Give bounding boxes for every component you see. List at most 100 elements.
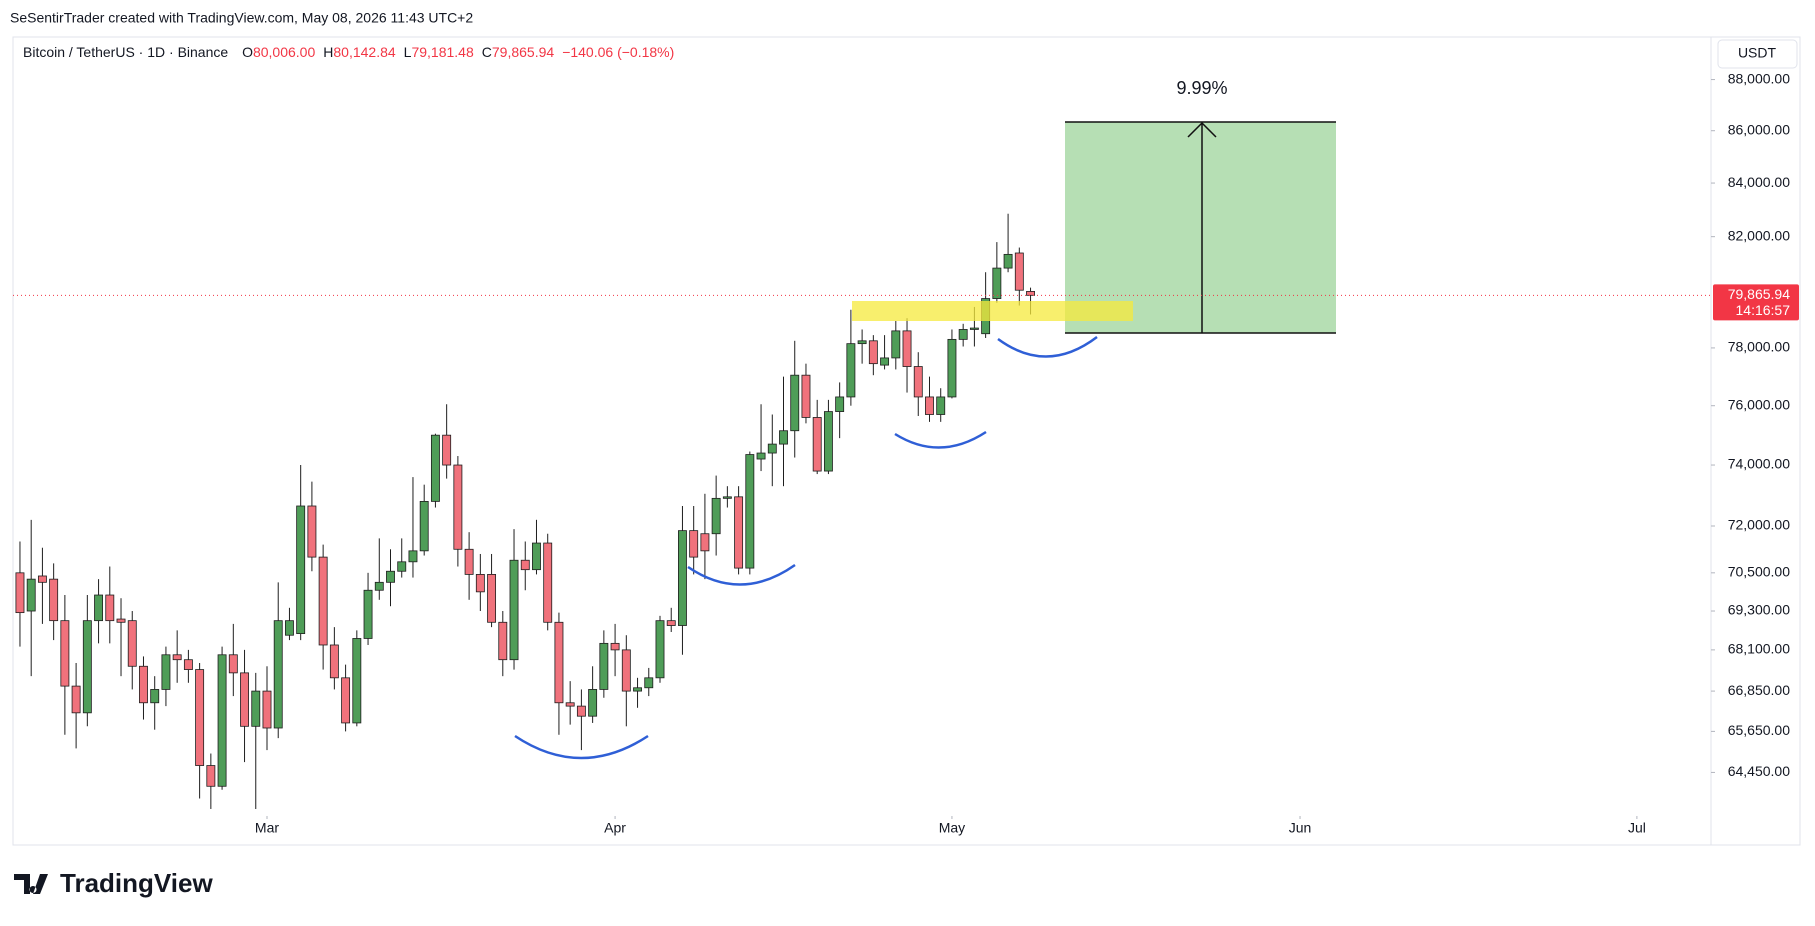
- currency-button[interactable]: [1717, 39, 1798, 69]
- arc: [894, 430, 987, 449]
- x-tick-label: Mar: [255, 820, 279, 836]
- candle-body: [228, 654, 238, 674]
- candle-body: [576, 705, 586, 717]
- candle-body: [94, 594, 104, 622]
- candle-body: [240, 672, 249, 727]
- candle-body: [453, 464, 463, 550]
- candle-body: [217, 654, 227, 787]
- y-tick-label: 65,650.00: [1728, 722, 1790, 738]
- arc: [687, 563, 796, 586]
- candle-body: [644, 677, 654, 689]
- candle-body: [666, 620, 676, 626]
- change: −140.06 (−0.18%): [562, 44, 674, 60]
- drawings: 9.99%: [514, 78, 1336, 760]
- candle-body: [161, 654, 171, 690]
- candle-body: [363, 589, 373, 639]
- candle-body: [262, 690, 272, 729]
- candle-body: [71, 685, 81, 714]
- ohlc-key: L: [404, 44, 412, 60]
- ohlc-value: 79,865.94: [492, 44, 554, 60]
- candle-body: [26, 578, 36, 612]
- candle-body: [588, 689, 598, 717]
- candle-body: [913, 366, 923, 398]
- candle-body: [341, 677, 351, 724]
- candle-body: [936, 396, 946, 415]
- candle-body: [464, 548, 474, 575]
- candle-body: [329, 644, 339, 679]
- arc: [997, 336, 1098, 358]
- candle-body: [37, 575, 47, 583]
- candle-body: [532, 542, 541, 571]
- candle-body: [1003, 253, 1013, 269]
- x-tick-label: May: [939, 820, 965, 836]
- ohlc-key: C: [482, 44, 492, 60]
- logo-mark: [14, 874, 48, 894]
- y-tick-label: 66,850.00: [1728, 682, 1790, 698]
- candle-body: [318, 556, 328, 646]
- candle-body: [633, 687, 642, 692]
- ohlc-value: 79,181.48: [411, 44, 473, 60]
- candle-body: [835, 396, 845, 412]
- candle-body: [880, 357, 890, 366]
- candle-body: [150, 689, 160, 704]
- candle-body: [621, 649, 631, 692]
- candle-body: [812, 417, 822, 472]
- currency[interactable]: USDT: [1738, 45, 1777, 61]
- candle-body: [734, 496, 744, 569]
- zone: [852, 301, 1133, 321]
- last-price-label: 79,865.94: [1728, 286, 1790, 302]
- candle-body: [430, 434, 440, 502]
- candle-body: [206, 765, 216, 787]
- candle-body: [689, 530, 699, 558]
- y-tick-label: 74,000.00: [1728, 456, 1790, 472]
- y-tick-label: 82,000.00: [1728, 227, 1790, 243]
- candle-body: [273, 620, 283, 729]
- candle-body: [419, 501, 429, 552]
- candle-body: [969, 327, 979, 330]
- ohlc-key: O: [242, 44, 253, 60]
- candle-body: [767, 443, 777, 454]
- y-tick-label: 76,000.00: [1728, 396, 1790, 412]
- candle-body: [947, 338, 957, 398]
- candle-body: [992, 267, 1002, 299]
- candle-body: [554, 621, 564, 704]
- candle-body: [49, 578, 59, 622]
- candle-body: [397, 561, 407, 572]
- candle-body: [711, 497, 721, 535]
- candle-body: [745, 454, 755, 569]
- candle-body: [195, 669, 205, 766]
- x-tick-label: Jun: [1289, 820, 1312, 836]
- candle-body: [509, 559, 519, 661]
- candle-body: [857, 340, 867, 345]
- arrow-head: [1187, 121, 1217, 138]
- candle-body: [285, 620, 294, 636]
- candle-body: [958, 329, 968, 340]
- candle-body: [408, 550, 418, 563]
- y-tick-label: 88,000.00: [1728, 70, 1790, 86]
- candle-body: [902, 330, 912, 367]
- y-tick-label: 84,000.00: [1728, 174, 1790, 190]
- y-tick-label: 78,000.00: [1728, 339, 1790, 355]
- candle-body: [610, 642, 620, 651]
- candle-body: [116, 618, 126, 623]
- candle-body: [386, 570, 395, 583]
- candle-body: [475, 574, 485, 593]
- candle-body: [700, 533, 710, 552]
- candle-body: [1026, 291, 1035, 296]
- legend: Bitcoin / TetherUS · 1D · Binance O80,00…: [23, 44, 674, 60]
- y-tick-label: 86,000.00: [1728, 121, 1790, 137]
- candle-body: [60, 620, 70, 687]
- candle-body: [823, 411, 833, 472]
- brand: TradingView: [60, 868, 213, 898]
- candle-body: [779, 430, 788, 445]
- candle-body: [1014, 252, 1024, 291]
- candle-body: [82, 620, 92, 714]
- ohlc-value: 80,142.84: [333, 44, 395, 60]
- candle-body: [678, 530, 687, 626]
- candle-body: [251, 690, 261, 727]
- candle-body: [296, 505, 306, 635]
- candle-body: [599, 642, 609, 690]
- candle-body: [520, 559, 530, 571]
- candle-body: [374, 581, 384, 591]
